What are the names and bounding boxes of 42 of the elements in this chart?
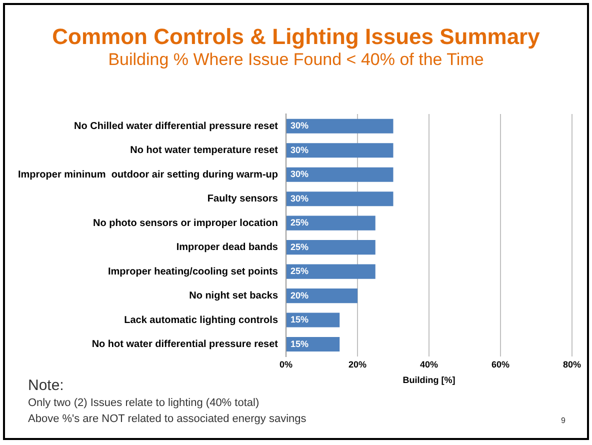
data-label: 15% bbox=[290, 338, 309, 349]
bar bbox=[286, 192, 394, 206]
data-label: 30% bbox=[290, 120, 309, 131]
bar bbox=[286, 118, 394, 134]
data-label: 15% bbox=[290, 314, 309, 325]
data-label: 30% bbox=[290, 144, 309, 155]
y-tick-label: Improper mininum outdoor air setting during warm-up bbox=[18, 169, 278, 180]
bar bbox=[286, 337, 340, 352]
data-label: 25% bbox=[290, 242, 309, 252]
bar bbox=[286, 312, 340, 328]
data-label: 25% bbox=[290, 218, 309, 228]
x-tick-label: 20% bbox=[348, 359, 367, 370]
chart-title: Common Controls & Lighting Issues Summary bbox=[51, 24, 541, 50]
data-label: 25% bbox=[290, 266, 309, 276]
y-tick-label: No hot water temperature reset bbox=[130, 145, 279, 156]
text: Note: bbox=[28, 377, 64, 394]
bar bbox=[286, 288, 358, 304]
y-tick-label: Faulty sensors bbox=[207, 194, 278, 205]
y-tick-label: No Chilled water differential pressure reset bbox=[74, 120, 279, 132]
chart-subtitle: Building % Where Issue Found < 40% of the Time bbox=[107, 50, 485, 70]
x-tick-label: 80% bbox=[562, 359, 582, 370]
y-tick-label: No hot water differential pressure reset bbox=[92, 339, 279, 350]
data-label: 30% bbox=[290, 169, 309, 180]
y-tick-label: Improper dead bands bbox=[176, 242, 278, 254]
y-tick-label: Lack automatic lighting controls bbox=[124, 314, 278, 326]
text: Only two (2) Issues relate to lighting (40% total) bbox=[28, 397, 260, 409]
bar bbox=[286, 264, 376, 279]
x-tick-label: 40% bbox=[420, 359, 438, 370]
x-tick-label: 60% bbox=[491, 359, 510, 370]
text: 9 bbox=[561, 416, 566, 425]
y-tick-label: Improper heating/cooling set points bbox=[108, 266, 278, 278]
text: Above %'s are NOT related to associated energy savings bbox=[28, 413, 306, 425]
bar bbox=[286, 240, 376, 255]
y-tick-label: No night set backs bbox=[189, 290, 278, 302]
bar bbox=[286, 216, 376, 230]
x-axis-title: Building [%] bbox=[402, 375, 456, 386]
data-label: 30% bbox=[290, 193, 309, 204]
bar bbox=[286, 167, 394, 182]
x-tick-label: 0% bbox=[279, 359, 293, 370]
y-tick-label: No photo sensors or improper location bbox=[92, 218, 278, 229]
bar bbox=[286, 143, 394, 158]
data-label: 20% bbox=[290, 290, 309, 300]
